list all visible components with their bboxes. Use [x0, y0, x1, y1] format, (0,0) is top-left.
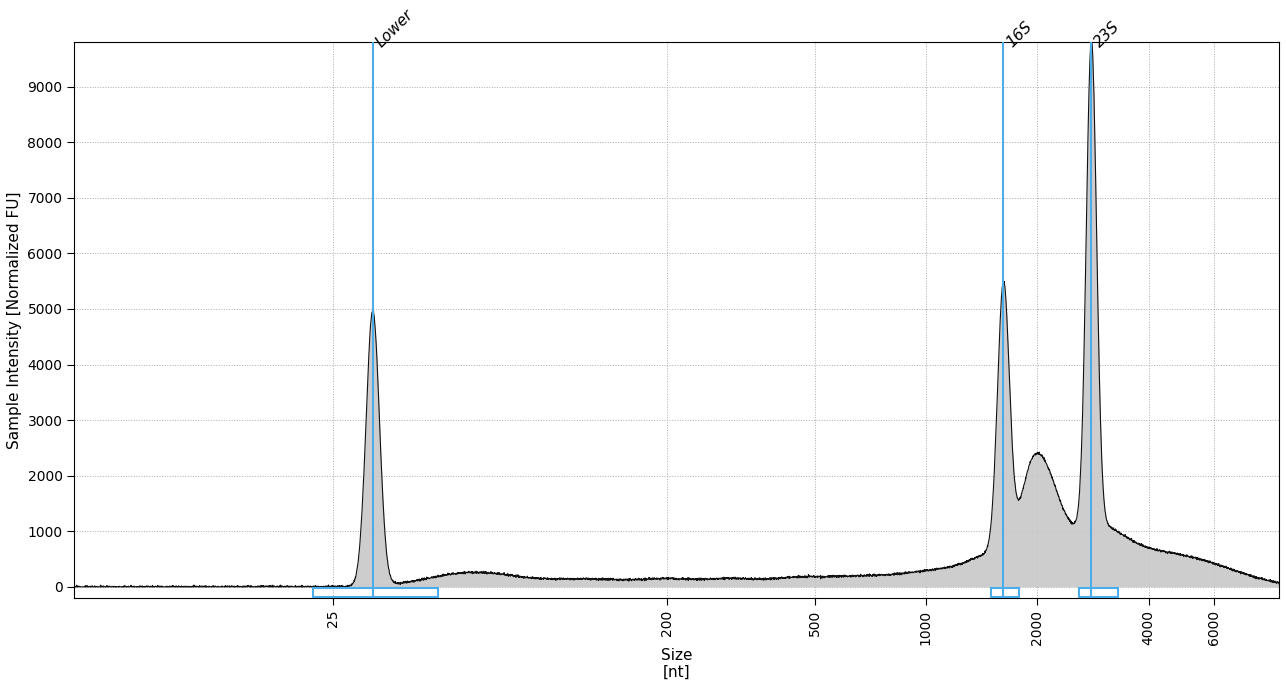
Text: Lower: Lower [373, 8, 415, 50]
Bar [1079, 589, 1118, 596]
Bar [992, 589, 1019, 596]
Text: 23S: 23S [1092, 19, 1123, 50]
Bar [312, 589, 439, 596]
Text: 16S: 16S [1003, 19, 1035, 50]
X-axis label: Size
[nt]: Size [nt] [661, 648, 692, 680]
Y-axis label: Sample Intensity [Normalized FU]: Sample Intensity [Normalized FU] [6, 191, 22, 449]
